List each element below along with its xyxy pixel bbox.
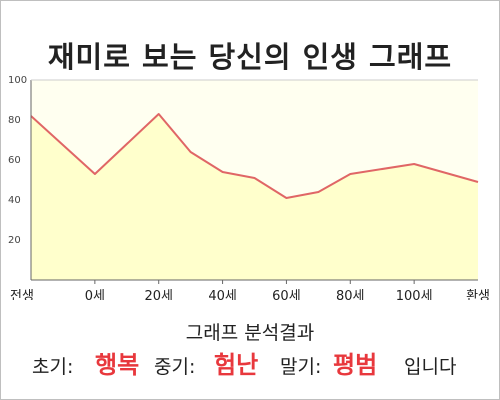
mid-value: 험난 [214, 351, 259, 379]
page-title: 재미로 보는 당신의 인생 그래프 [47, 40, 453, 74]
early-label: 초기: [32, 356, 74, 378]
x-tick-label: 60세 [272, 289, 301, 300]
y-tick-label: 40 [8, 195, 21, 206]
late-value: 평범 [333, 351, 378, 379]
x-tick-label: 0세 [85, 289, 105, 300]
y-tick-label: 60 [8, 155, 21, 166]
y-tick-label: 80 [8, 115, 21, 126]
late-label: 말기: [280, 356, 322, 378]
x-tick-label: 환생 [466, 289, 490, 300]
series-line [30, 113, 479, 199]
analysis-subtitle: 그래프 분석결과 [185, 322, 315, 344]
x-tick-label: 100세 [396, 289, 433, 300]
early-value: 행복 [95, 351, 140, 379]
x-tick-label: 전생 [10, 289, 34, 300]
y-tick-label: 20 [8, 235, 21, 246]
x-tick-label: 20세 [144, 289, 173, 300]
mid-label: 중기: [154, 356, 196, 378]
x-tick-label: 80세 [336, 289, 365, 300]
y-tick-label: 100 [8, 75, 27, 86]
analysis-result: 초기: 행복 중기: 험난 말기: 평범 입니다 [0, 348, 500, 382]
ending-text: 입니다 [404, 356, 457, 378]
life-graph-chart: 20 40 60 80 100 전생 0세 20세 40세 60세 80세 100세 환생 [8, 75, 490, 300]
x-tick-label: 40세 [208, 289, 237, 300]
series-area-fill [31, 114, 478, 280]
